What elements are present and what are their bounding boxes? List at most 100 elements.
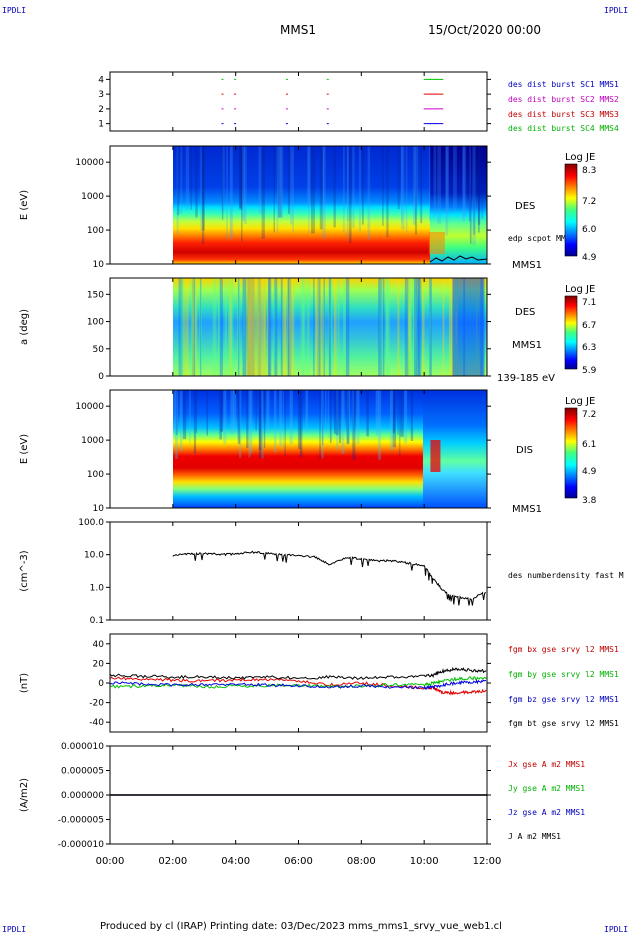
des-pitch-late-blue: [452, 278, 485, 376]
des-pitch-stripe-31: [194, 278, 198, 376]
des-energy-stripe-46: [177, 146, 180, 216]
dis-energy-stripe-8: [404, 390, 408, 444]
des-energy-stripe-7: [342, 146, 345, 233]
panel-density-frame: [109, 521, 488, 621]
des-pitch-stripe-30: [382, 278, 385, 376]
density-legend: des numberdensity fast M: [508, 571, 624, 580]
dis-energy-stripe-12: [248, 390, 251, 458]
des-energy-stripe-57: [180, 146, 183, 215]
xtick-label-6: 12:00: [473, 856, 502, 867]
des-pitch-stripe-71: [429, 278, 432, 376]
des-energy-stripe-19: [221, 146, 224, 220]
bfield-ytick-label-3: 20: [93, 659, 105, 669]
des-pitch-stripe-72: [229, 278, 233, 376]
des-energy-stripe-10: [176, 146, 179, 235]
des-energy-stripe-25: [473, 146, 476, 235]
des-energy-stripe-67: [397, 146, 400, 210]
dis-energy-stripe-4: [305, 390, 309, 433]
des-pitch-stripe-43: [227, 278, 231, 376]
des-pitch-ylabel: a (deg): [19, 309, 30, 345]
density-ytick-label-2: 10.0: [84, 551, 104, 561]
des-energy-stripe-54: [437, 146, 441, 224]
des-energy-stripe-41: [382, 146, 384, 226]
des-energy-stripes: [176, 146, 483, 254]
burst-ytick-label-1: 2: [98, 105, 104, 115]
des-energy-stripe-22: [307, 146, 311, 209]
des-pitch-stripe-78: [300, 278, 305, 376]
legend-burst-sc2: des dist burst SC2 MMS2: [508, 95, 619, 104]
dis-energy-stripe-59: [352, 390, 354, 439]
des-energy-ytick-label-0: 10: [93, 260, 105, 270]
dis-energy-stripe-37: [261, 390, 264, 459]
des-pitch-stripe-89: [251, 278, 255, 376]
des-energy-stripe-34: [453, 146, 457, 211]
des-energy-stripe-62: [428, 146, 431, 220]
page-date: 15/Oct/2020 00:00: [428, 23, 541, 37]
dis-energy-stripe-51: [375, 390, 379, 436]
des-pitch-yellow-band: [248, 278, 267, 376]
des-energy-stripe-9: [243, 146, 247, 224]
des-energy-spectrogram: [173, 146, 430, 264]
des-pitch-cb-tick-3: 5.9: [582, 366, 597, 376]
des-energy-stripe-28: [401, 146, 405, 230]
bfield-ytick-label-2: 0: [98, 679, 104, 689]
des-energy-stripe-21: [290, 146, 293, 225]
dis-energy-stripe-24: [338, 390, 341, 444]
panel-des-energy: 10 100 1000 10000 E (eV) DES edp scpot MMS1…: [19, 145, 597, 271]
des-pitch-stripe-86: [247, 278, 251, 376]
legend-burst-sc4: des dist burst SC4 MMS4: [508, 124, 619, 133]
current-legend-jx: Jx gse A m2 MMS1: [508, 760, 585, 769]
current-legend-jz: Jz gse A m2 MMS1: [508, 808, 585, 817]
des-pitch-stripe-61: [302, 278, 306, 376]
bfield-legend-bt: fgm bt gse srvy l2 MMS1: [508, 719, 619, 728]
des-energy-yticks: 10 100 1000 10000: [75, 158, 491, 270]
current-ytick-label-2: 0.000000: [61, 791, 104, 801]
corner-label-top-left: IPDLI: [2, 6, 26, 15]
des-energy-stripe-11: [292, 146, 295, 234]
des-energy-cb-tick-1: 7.2: [582, 197, 596, 207]
burst-ytick-label-3: 4: [98, 75, 104, 85]
current-ytick-label-1: -0.000005: [58, 816, 104, 826]
xtick-label-1: 02:00: [158, 856, 187, 867]
bfield-series-0: [109, 676, 487, 696]
dis-energy-stripe-34: [173, 390, 176, 432]
des-pitch-stripe-4: [422, 278, 425, 376]
dis-energy-stripe-5: [299, 390, 303, 458]
xtick-label-3: 06:00: [284, 856, 313, 867]
page-title: MMS1: [280, 23, 316, 37]
des-energy-stripe-26: [308, 146, 310, 234]
dis-energy-stripe-54: [321, 390, 324, 459]
bfield-legend-bz: fgm bz gse srvy l2 MMS1: [508, 695, 619, 704]
des-pitch-stripe-32: [274, 278, 278, 376]
density-yticks: 0.1 1.0 10.0 100.0: [78, 518, 491, 626]
des-pitch-label: DES: [515, 307, 535, 318]
des-pitch-stripe-33: [412, 278, 416, 376]
des-pitch-stripe-10: [448, 278, 453, 376]
panel-dis-energy: 10 100 1000 10000 E (eV) DIS MMS1 Log JE 7.…: [19, 389, 597, 515]
dis-energy-stripe-43: [297, 390, 301, 449]
des-energy-stripe-35: [346, 146, 349, 238]
des-pitch-stripe-48: [251, 278, 255, 376]
des-pitch-stripe-63: [413, 278, 417, 376]
des-pitch-label-sc: MMS1: [512, 340, 542, 351]
density-ytick-label-3: 100.0: [78, 518, 104, 528]
des-energy-stripe-63: [405, 146, 408, 233]
des-pitch-stripe-47: [415, 278, 417, 376]
dis-energy-stripe-19: [179, 390, 183, 452]
des-energy-stripe-48: [347, 146, 349, 222]
dis-energy-stripe-31: [346, 390, 351, 445]
des-pitch-stripe-82: [407, 278, 409, 376]
des-energy-stripe-43: [472, 146, 476, 246]
des-energy-cb-tick-0: 8.3: [582, 166, 596, 176]
dis-energy-stripe-25: [335, 390, 339, 436]
des-pitch-stripes: [178, 278, 485, 376]
dis-energy-stripe-1: [333, 390, 336, 434]
dis-energy-stripe-39: [346, 390, 350, 444]
des-pitch-stripe-23: [268, 278, 272, 376]
des-energy-stripe-61: [469, 146, 471, 239]
des-pitch-stripe-34: [317, 278, 321, 376]
des-energy-stripe-51: [348, 146, 352, 244]
xtick-label-2: 04:00: [221, 856, 250, 867]
legend-burst-sc3: des dist burst SC3 MMS3: [508, 110, 619, 119]
